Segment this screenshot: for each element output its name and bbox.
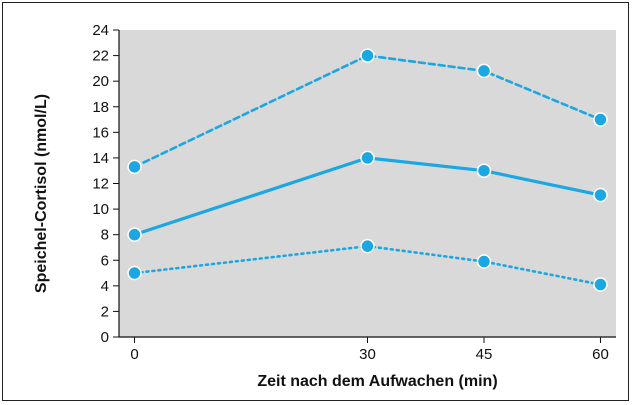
y-tick-label: 10 — [92, 201, 109, 218]
data-point — [593, 277, 608, 292]
data-point — [476, 254, 492, 269]
data-point — [360, 48, 375, 63]
y-tick-label: 12 — [92, 176, 109, 193]
y-tick-label: 8 — [101, 227, 109, 244]
series-line — [133, 244, 602, 286]
x-tick-label: 60 — [592, 346, 609, 363]
y-tick-label: 2 — [101, 303, 109, 320]
series-dotted — [127, 238, 608, 292]
data-point — [593, 112, 608, 127]
y-tick-label: 22 — [92, 48, 109, 65]
data-point — [127, 227, 142, 242]
data-point — [476, 63, 492, 79]
y-tick-label: 0 — [101, 329, 109, 346]
series-dashed — [127, 48, 608, 175]
y-tick-label: 18 — [92, 99, 109, 116]
x-tick-label: 30 — [359, 346, 376, 363]
y-tick-label: 20 — [92, 73, 109, 90]
data-point — [593, 187, 608, 203]
series-solid — [127, 150, 608, 242]
y-tick-label: 16 — [92, 124, 109, 141]
data-point — [127, 159, 142, 175]
plot-area — [119, 30, 616, 337]
data-point — [360, 150, 375, 166]
y-axis-label: Speichel-Cortisol (nmol/L) — [33, 94, 50, 293]
data-point — [360, 238, 375, 254]
series-line — [133, 54, 602, 169]
series-layer — [127, 48, 608, 292]
data-point — [127, 265, 142, 281]
y-tick-label: 4 — [101, 278, 109, 295]
series-line — [132, 156, 603, 237]
y-tick-label: 14 — [92, 150, 109, 167]
x-tick-label: 45 — [476, 346, 493, 363]
y-tick-label: 6 — [101, 252, 109, 269]
data-point — [476, 163, 492, 178]
x-tick-label: 0 — [130, 346, 138, 363]
y-tick-label: 24 — [92, 22, 109, 39]
x-axis-label: Zeit nach dem Aufwachen (min) — [257, 373, 497, 390]
